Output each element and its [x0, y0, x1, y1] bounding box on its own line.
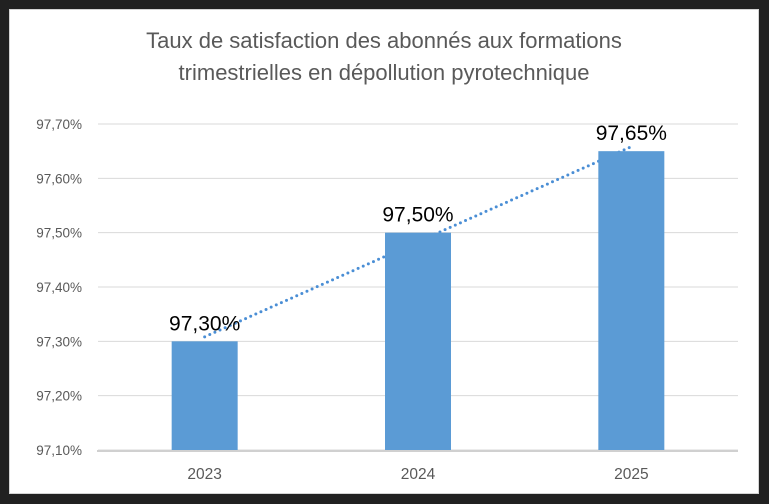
- y-tick-label: 97,40%: [36, 280, 82, 295]
- plot-svg: 97,70% 97,60% 97,50% 97,40% 97,30% 97,20% 97,1…: [36, 117, 738, 483]
- bar-2025[interactable]: [598, 151, 665, 450]
- y-tick-label: 97,50%: [36, 226, 82, 241]
- y-tick-label: 97,70%: [36, 117, 82, 132]
- y-tick-label: 97,60%: [36, 171, 82, 186]
- data-label-2024: 97,50%: [382, 204, 453, 227]
- chart-title-line-1: Taux de satisfaction des abonnés aux for…: [146, 28, 622, 53]
- bar-2024[interactable]: [385, 232, 451, 450]
- chart-container[interactable]: Taux de satisfaction des abonnés aux for…: [9, 9, 759, 494]
- x-tick-label-2024: 2024: [401, 466, 436, 483]
- trendline[interactable]: [203, 145, 633, 339]
- chart-title-line-2: trimestrielles en dépollution pyrotechni…: [178, 60, 590, 85]
- x-tick-label-2025: 2025: [614, 466, 648, 483]
- y-tick-label: 97,20%: [36, 389, 82, 404]
- data-label-2025: 97,65%: [596, 122, 667, 145]
- y-tick-label: 97,30%: [36, 334, 82, 349]
- y-tick-label: 97,10%: [36, 443, 82, 458]
- x-tick-label-2023: 2023: [187, 466, 221, 483]
- data-label-2023: 97,30%: [169, 312, 240, 335]
- chart-title: Taux de satisfaction des abonnés aux for…: [10, 25, 758, 89]
- bar-2023[interactable]: [171, 341, 238, 450]
